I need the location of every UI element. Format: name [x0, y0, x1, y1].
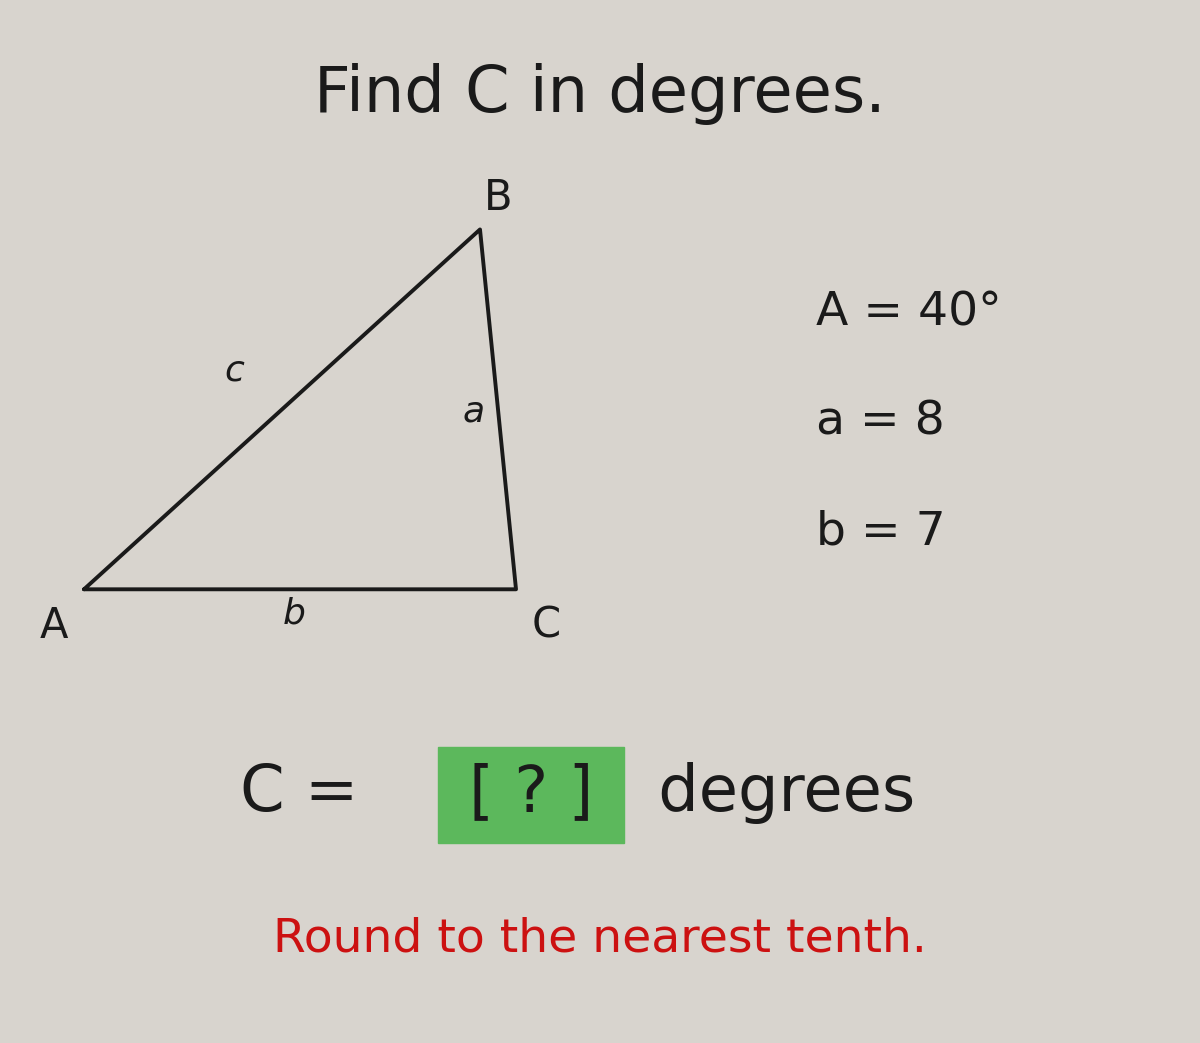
Text: C =: C = [240, 761, 379, 824]
Text: degrees: degrees [638, 761, 916, 824]
Text: B: B [484, 177, 512, 219]
Text: A: A [40, 605, 68, 647]
Text: A = 40°: A = 40° [816, 290, 1002, 336]
Text: Round to the nearest tenth.: Round to the nearest tenth. [274, 916, 926, 962]
Text: a = 8: a = 8 [816, 399, 944, 445]
Text: C: C [532, 605, 560, 647]
Text: a: a [463, 395, 485, 429]
Text: [ ? ]: [ ? ] [469, 761, 593, 824]
Text: c: c [224, 354, 244, 387]
Text: b: b [282, 597, 306, 630]
Text: b = 7: b = 7 [816, 509, 946, 555]
FancyBboxPatch shape [438, 747, 624, 843]
Text: Find C in degrees.: Find C in degrees. [314, 63, 886, 125]
